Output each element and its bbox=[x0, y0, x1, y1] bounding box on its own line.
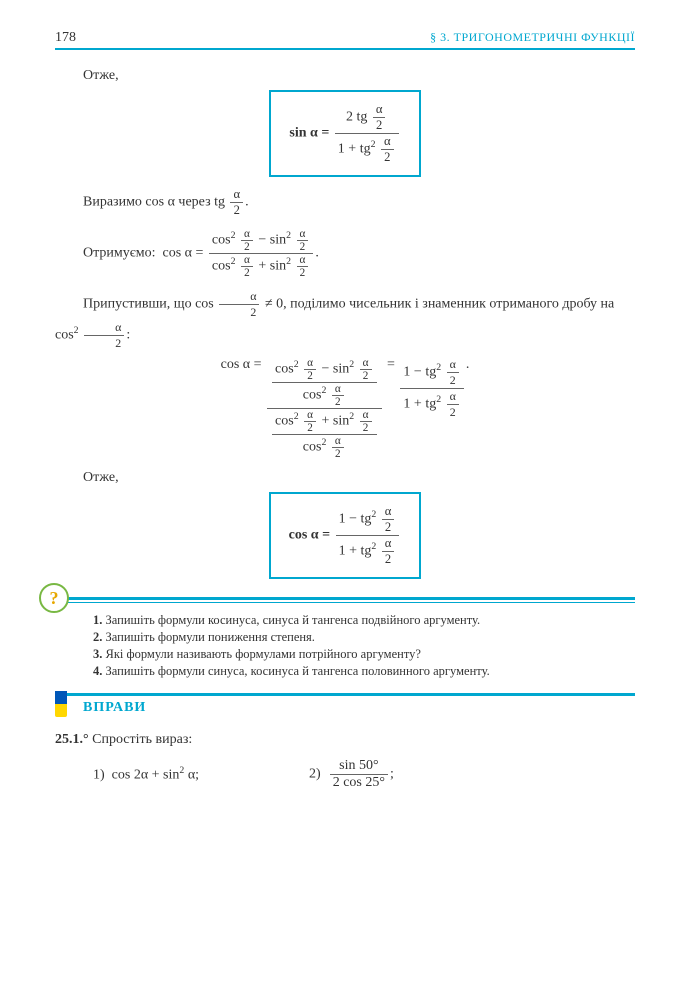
paragraph-otzhe-2: Отже, bbox=[83, 470, 635, 486]
exercise-item-1: 1) cos 2α + sin2 α; bbox=[93, 765, 199, 784]
page-header: 178 § 3. ТРИГОНОМЕТРИЧНІ ФУНКЦІЇ bbox=[55, 30, 635, 50]
question-mark-icon: ? bbox=[39, 583, 69, 613]
review-questions: 1. Запишіть формули косинуса, синуса й т… bbox=[93, 613, 635, 679]
divider-top: ? bbox=[55, 597, 635, 600]
exercises-label: ВПРАВИ bbox=[83, 696, 635, 716]
formula-box-cos: cos α = 1 − tg2 α2 1 + tg2 α2 bbox=[269, 492, 422, 579]
paragraph-virazimo: Виразимо cos α через tg α2. bbox=[83, 187, 635, 218]
formula-box-sin: sin α = 2 tg α2 1 + tg2 α2 bbox=[269, 90, 420, 177]
exercise-items: 1) cos 2α + sin2 α; 2) sin 50° 2 cos 25°… bbox=[93, 758, 635, 791]
divider-thin bbox=[55, 602, 635, 603]
question-3: 3. Які формули називають формулами потрі… bbox=[93, 647, 635, 662]
box2-lhs: cos α = bbox=[289, 528, 330, 543]
question-1: 1. Запишіть формули косинуса, синуса й т… bbox=[93, 613, 635, 628]
formula-cos-expanded: cos α = cos2 α2 − sin2 α2 cos2 α2 cos2 α… bbox=[55, 357, 635, 460]
flag-tab-icon bbox=[55, 691, 67, 717]
exercise-25-1: 25.1.° Спростіть вираз: bbox=[55, 732, 635, 748]
exercise-number: 25.1.° bbox=[55, 732, 89, 747]
line-otrymuemo: Отримуємо: cos α = cos2 α2 − sin2 α2 cos… bbox=[83, 228, 635, 279]
page-number: 178 bbox=[55, 30, 76, 46]
box1-lhs: sin α = bbox=[289, 126, 329, 141]
question-4: 4. Запишіть формули синуса, косинуса й т… bbox=[93, 664, 635, 679]
question-2: 2. Запишіть формули пониження степеня. bbox=[93, 630, 635, 645]
exercise-prompt: Спростіть вираз: bbox=[92, 732, 192, 747]
paragraph-otzhe-1: Отже, bbox=[83, 68, 635, 84]
section-title: § 3. ТРИГОНОМЕТРИЧНІ ФУНКЦІЇ bbox=[430, 30, 635, 45]
paragraph-pripustivshi: Припустивши, що cos α2 ≠ 0, поділимо чис… bbox=[55, 289, 635, 351]
exercises-header: ВПРАВИ bbox=[55, 693, 635, 716]
exercise-item-2: 2) sin 50° 2 cos 25° ; bbox=[309, 758, 394, 791]
